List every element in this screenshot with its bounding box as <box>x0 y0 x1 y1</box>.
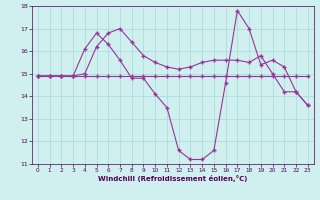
X-axis label: Windchill (Refroidissement éolien,°C): Windchill (Refroidissement éolien,°C) <box>98 175 247 182</box>
